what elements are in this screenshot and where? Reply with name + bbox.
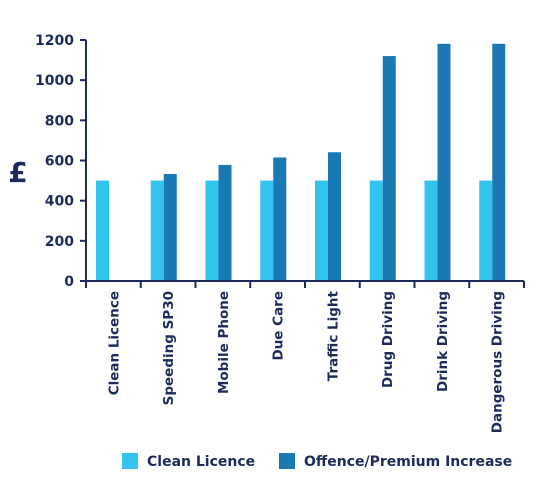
bar-offence-increase	[492, 43, 506, 282]
y-tick-label: 600	[45, 154, 74, 170]
axes	[85, 40, 525, 288]
x-tick-label: Mobile Phone	[216, 291, 232, 394]
bar-offence-increase	[218, 164, 232, 281]
x-tick-label: Drug Driving	[380, 291, 396, 388]
y-tick-label: 0	[64, 274, 74, 290]
y-tick-label: 200	[45, 234, 74, 250]
bar-clean-licence	[369, 180, 383, 281]
bar-offence-increase	[382, 56, 396, 281]
y-tick-label: 800	[45, 113, 74, 129]
bar-clean-licence	[205, 180, 219, 281]
y-axis-ticks: 0 200 400 600 800 1000 1200	[35, 33, 86, 290]
legend: Clean Licence Offence/Premium Increase	[122, 453, 512, 470]
x-tick-label: Dangerous Driving	[490, 291, 506, 433]
bar-offence-increase	[163, 173, 177, 281]
y-tick-label: 1200	[35, 33, 74, 49]
bar-offence-increase	[437, 43, 451, 282]
legend-label: Clean Licence	[147, 454, 255, 470]
x-tick-label: Clean Licence	[106, 291, 122, 395]
x-axis-labels: Clean Licence Speeding SP30 Mobile Phone Du…	[106, 290, 505, 433]
x-tick-label: Speeding SP30	[161, 291, 177, 405]
bar-clean-licence	[150, 180, 164, 281]
x-tick-label: Drink Driving	[435, 291, 451, 392]
bar-clean-licence	[479, 180, 493, 281]
legend-swatch	[122, 453, 138, 469]
y-tick-label: 1000	[35, 73, 74, 89]
bar-offence-increase	[273, 157, 287, 281]
x-tick-label: Due Care	[271, 291, 287, 361]
y-axis-label: £	[8, 156, 27, 189]
bar-clean-licence	[424, 180, 438, 281]
bar-offence-increase	[328, 152, 341, 281]
x-tick-label: Traffic Light	[325, 290, 341, 381]
bar-clean-licence	[96, 180, 109, 281]
legend-swatch	[279, 453, 295, 469]
bar-clean-licence	[260, 180, 274, 281]
bars	[96, 43, 506, 282]
y-tick-label: 400	[45, 194, 74, 210]
legend-label: Offence/Premium Increase	[304, 454, 512, 470]
bar-clean-licence	[315, 180, 328, 281]
